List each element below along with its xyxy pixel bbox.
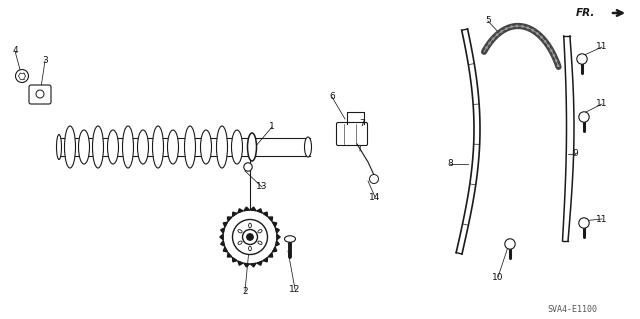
Polygon shape xyxy=(275,228,279,233)
Ellipse shape xyxy=(232,130,243,164)
Ellipse shape xyxy=(248,246,252,251)
Polygon shape xyxy=(263,212,268,216)
Ellipse shape xyxy=(108,130,118,164)
Polygon shape xyxy=(238,261,243,265)
Polygon shape xyxy=(227,253,232,257)
FancyBboxPatch shape xyxy=(29,85,51,104)
Polygon shape xyxy=(251,263,256,267)
Text: 4: 4 xyxy=(12,47,18,56)
Circle shape xyxy=(223,210,277,264)
Polygon shape xyxy=(232,257,237,262)
FancyBboxPatch shape xyxy=(337,122,367,145)
Text: 14: 14 xyxy=(369,192,381,202)
Text: 9: 9 xyxy=(572,150,578,159)
Ellipse shape xyxy=(79,130,90,164)
Text: 11: 11 xyxy=(596,100,608,108)
Circle shape xyxy=(36,90,44,98)
Text: 7: 7 xyxy=(359,120,365,129)
Polygon shape xyxy=(221,241,225,246)
Ellipse shape xyxy=(238,230,242,233)
Polygon shape xyxy=(273,247,276,252)
Polygon shape xyxy=(263,257,268,262)
Polygon shape xyxy=(251,207,256,211)
Ellipse shape xyxy=(305,137,312,157)
Polygon shape xyxy=(268,217,273,221)
Polygon shape xyxy=(275,241,279,246)
Polygon shape xyxy=(227,217,232,221)
Circle shape xyxy=(247,234,253,240)
Ellipse shape xyxy=(285,236,296,242)
Polygon shape xyxy=(220,234,223,240)
Ellipse shape xyxy=(184,126,195,168)
Ellipse shape xyxy=(65,126,76,168)
Polygon shape xyxy=(232,212,237,216)
Circle shape xyxy=(243,229,257,244)
Polygon shape xyxy=(223,222,227,227)
Ellipse shape xyxy=(216,126,227,168)
Polygon shape xyxy=(244,207,250,211)
Circle shape xyxy=(232,219,268,255)
Ellipse shape xyxy=(56,135,61,160)
Text: 11: 11 xyxy=(596,42,608,51)
Circle shape xyxy=(15,70,29,83)
Ellipse shape xyxy=(248,133,257,161)
Ellipse shape xyxy=(138,130,148,164)
Circle shape xyxy=(579,112,589,122)
Polygon shape xyxy=(238,209,243,213)
Polygon shape xyxy=(273,222,276,227)
Ellipse shape xyxy=(93,126,104,168)
Polygon shape xyxy=(221,228,225,233)
Polygon shape xyxy=(244,263,250,267)
Polygon shape xyxy=(268,253,273,257)
Circle shape xyxy=(244,163,252,171)
Ellipse shape xyxy=(152,126,163,168)
Circle shape xyxy=(579,218,589,228)
Text: 6: 6 xyxy=(329,93,335,101)
Text: FR.: FR. xyxy=(575,8,595,18)
Polygon shape xyxy=(277,234,280,240)
Ellipse shape xyxy=(122,126,134,168)
Ellipse shape xyxy=(258,241,262,244)
Text: 11: 11 xyxy=(596,214,608,224)
Ellipse shape xyxy=(258,230,262,233)
Ellipse shape xyxy=(168,130,179,164)
Text: 5: 5 xyxy=(485,17,491,26)
Circle shape xyxy=(505,239,515,249)
Ellipse shape xyxy=(200,130,211,164)
Polygon shape xyxy=(223,247,227,252)
Circle shape xyxy=(577,54,588,64)
Ellipse shape xyxy=(248,223,252,228)
Circle shape xyxy=(369,174,378,183)
Text: 3: 3 xyxy=(42,56,48,65)
Text: 12: 12 xyxy=(289,285,301,293)
Polygon shape xyxy=(257,261,262,265)
Text: SVA4-E1100: SVA4-E1100 xyxy=(547,305,597,314)
Polygon shape xyxy=(257,209,262,213)
Ellipse shape xyxy=(238,241,242,244)
Text: 10: 10 xyxy=(492,272,504,281)
Text: 2: 2 xyxy=(242,286,248,295)
Text: 13: 13 xyxy=(256,182,268,191)
Text: 1: 1 xyxy=(269,122,275,131)
Text: 8: 8 xyxy=(447,160,453,168)
